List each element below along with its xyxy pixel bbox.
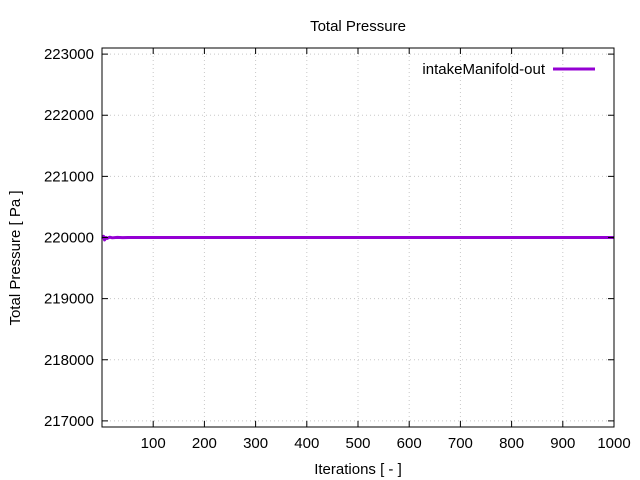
series-line (101, 234, 614, 242)
x-tick-label: 800 (499, 435, 524, 452)
y-tick-label: 220000 (44, 230, 94, 247)
chart-title: Total Pressure (310, 18, 406, 35)
y-tick-label: 217000 (44, 413, 94, 430)
x-axis-label: Iterations [ - ] (314, 461, 402, 478)
x-tick-label: 600 (397, 435, 422, 452)
x-tick-label: 200 (192, 435, 217, 452)
legend-label: intakeManifold-out (422, 61, 545, 78)
ticks (102, 48, 615, 427)
y-axis-label: Total Pressure [ Pa ] (7, 190, 24, 325)
x-tick-label: 700 (448, 435, 473, 452)
x-tick-label: 900 (550, 435, 575, 452)
y-tick-label: 219000 (44, 291, 94, 308)
y-tick-label: 218000 (44, 352, 94, 369)
x-tick-label: 400 (294, 435, 319, 452)
legend: intakeManifold-out (422, 61, 595, 78)
y-tick-label: 222000 (44, 107, 94, 124)
x-tick-labels: 100 200 300 400 500 600 700 800 900 1000 (141, 435, 631, 452)
y-tick-label: 221000 (44, 168, 94, 185)
x-tick-label: 1000 (597, 435, 630, 452)
series-layer (101, 234, 614, 242)
x-tick-label: 100 (141, 435, 166, 452)
x-tick-label: 500 (345, 435, 370, 452)
x-tick-label: 300 (243, 435, 268, 452)
y-tick-labels: 217000 218000 219000 220000 221000 222000 2230… (44, 46, 94, 430)
y-tick-label: 223000 (44, 46, 94, 63)
